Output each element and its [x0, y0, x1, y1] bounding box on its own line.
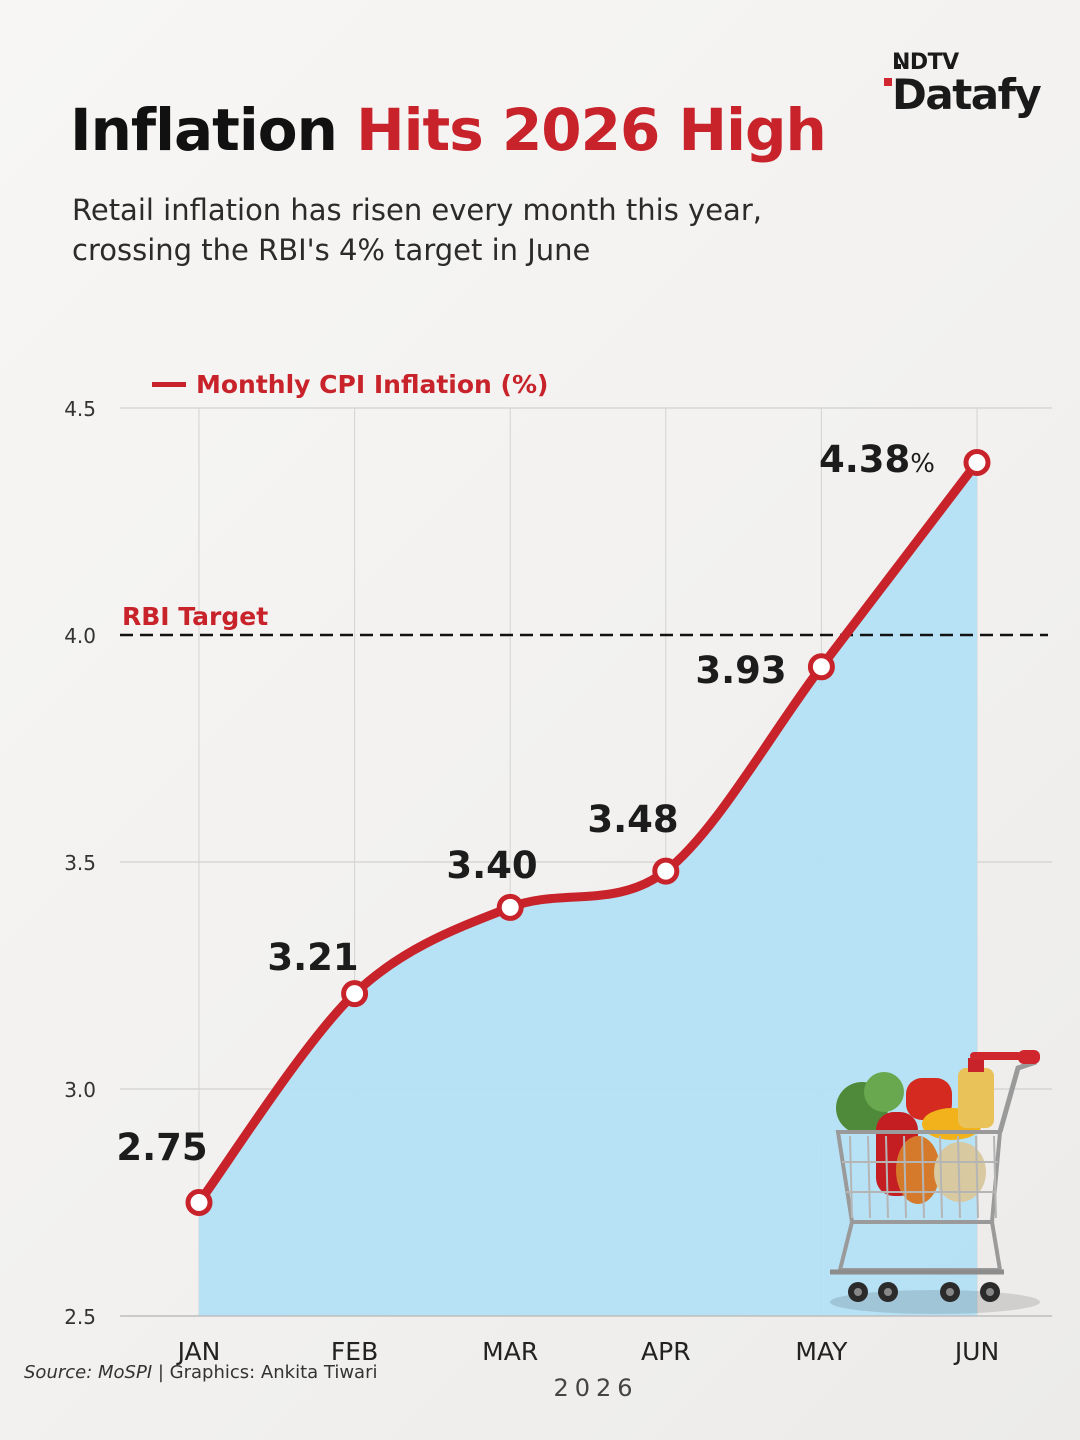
y-tick-label: 3.5	[64, 851, 96, 875]
area-fill	[199, 462, 977, 1317]
y-tick-label: 2.5	[64, 1305, 96, 1329]
y-tick-label: 3.0	[64, 1078, 96, 1102]
data-point	[807, 653, 835, 681]
data-label: 2.75	[116, 1126, 207, 1169]
data-point	[963, 448, 991, 476]
x-tick-label: FEB	[331, 1337, 378, 1366]
logo-mark-dot	[896, 64, 901, 69]
data-label: 4.38%	[819, 438, 935, 481]
x-tick-label: MAY	[795, 1337, 848, 1366]
graphics-credit: | Graphics: Ankita Tiwari	[152, 1362, 378, 1383]
x-tick-label: JAN	[176, 1337, 221, 1366]
subtitle: Retail inflation has risen every month t…	[72, 193, 762, 267]
shopping-cart-icon	[830, 1050, 1040, 1314]
x-tick-label: APR	[641, 1337, 691, 1366]
source-credit: Source: MoSPI | Graphics: Ankita Tiwari	[24, 1362, 377, 1383]
series-line	[194, 457, 982, 1207]
data-point	[496, 893, 524, 921]
logo-mark-square	[884, 78, 892, 86]
data-point	[652, 857, 680, 885]
y-tick-label: 4.0	[64, 624, 96, 648]
x-tick-label: MAR	[482, 1337, 538, 1366]
legend-label: Monthly CPI Inflation (%)	[196, 370, 549, 399]
ndtv-datafy-logo: NDTV Datafy	[884, 50, 1064, 130]
data-point	[341, 980, 369, 1008]
title-part-1: Inflation	[70, 96, 338, 164]
page-title: Inflation Hits 2026 High	[70, 96, 827, 164]
source-label: Source: MoSPI	[24, 1362, 153, 1383]
data-label: 3.48	[587, 798, 678, 841]
legend-swatch	[152, 382, 186, 387]
data-point	[185, 1189, 213, 1216]
title-part-2: Hits 2026 High	[356, 96, 827, 164]
y-tick-label: 4.5	[64, 397, 96, 421]
data-label: 3.40	[446, 844, 537, 887]
rbi-target-label: RBI Target	[122, 602, 268, 631]
data-label: 3.93	[695, 649, 786, 692]
data-label: 3.21	[267, 936, 358, 979]
x-tick-label: JUN	[953, 1337, 999, 1366]
logo-main-text: Datafy	[892, 70, 1042, 119]
x-axis-label: 2026	[553, 1374, 638, 1402]
logo-top-text: NDTV	[892, 50, 959, 75]
legend: Monthly CPI Inflation (%)	[152, 370, 548, 399]
